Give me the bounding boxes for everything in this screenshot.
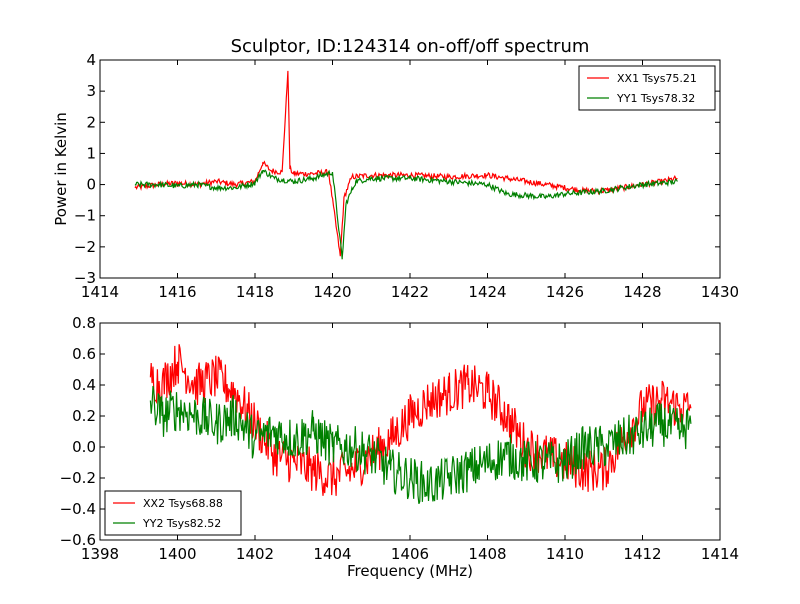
y-tick-label: 0.0 bbox=[72, 438, 96, 456]
x-tick-label: 1400 bbox=[158, 545, 196, 563]
y-tick-label: 4 bbox=[86, 51, 96, 69]
y-tick-label: 0.4 bbox=[72, 376, 96, 394]
x-tick-label: 1414 bbox=[701, 545, 739, 563]
x-tick-label: 1410 bbox=[546, 545, 584, 563]
x-tick-label: 1404 bbox=[313, 545, 351, 563]
bottom-panel: 1398 1400 1402 1404 1406 1408 1410 1412 1414 −0.6… bbox=[60, 314, 740, 580]
chart-title: Sculptor, ID:124314 on-off/off spectrum bbox=[231, 36, 590, 57]
legend: XX2 Tsys68.88 YY2 Tsys82.52 bbox=[104, 490, 242, 536]
y-axis-label: Power in Kelvin bbox=[52, 112, 70, 226]
x-tick-label: 1414 bbox=[81, 283, 119, 301]
x-axis-label: Frequency (MHz) bbox=[347, 562, 473, 580]
x-tick-label: 1406 bbox=[391, 545, 429, 563]
series-line-1 bbox=[149, 344, 692, 496]
series-group bbox=[134, 70, 678, 260]
x-tick-label: 1428 bbox=[623, 283, 661, 301]
legend-entry: YY1 Tsys78.32 bbox=[616, 92, 695, 105]
y-tick-label: 0 bbox=[86, 176, 96, 194]
legend-entry: XX2 Tsys68.88 bbox=[143, 497, 223, 510]
y-tick-label: 0.2 bbox=[72, 407, 96, 425]
x-tick-label: 1408 bbox=[468, 545, 506, 563]
x-tick-label: 1422 bbox=[391, 283, 429, 301]
y-tick-label: −2 bbox=[74, 238, 96, 256]
x-tick-label: 1420 bbox=[313, 283, 351, 301]
top-panel: 1414 1416 1418 1420 1422 1424 1426 1428 1430−3−2… bbox=[52, 51, 739, 301]
legend-box bbox=[578, 65, 716, 111]
legend-entry: XX1 Tsys75.21 bbox=[617, 72, 697, 85]
y-tick-label: 0.8 bbox=[72, 314, 96, 332]
x-tick-label: 1416 bbox=[158, 283, 196, 301]
y-tick-label: 0.6 bbox=[72, 345, 96, 363]
x-tick-label: 1418 bbox=[236, 283, 274, 301]
series-line-2 bbox=[134, 169, 678, 260]
x-tick-label: 1412 bbox=[623, 545, 661, 563]
y-tick-label: −1 bbox=[74, 207, 96, 225]
series-group bbox=[149, 344, 692, 505]
legend-box bbox=[104, 490, 242, 536]
y-tick-label: 2 bbox=[86, 113, 96, 131]
x-tick-label: 1402 bbox=[236, 545, 274, 563]
y-tick-label: −3 bbox=[74, 269, 96, 287]
x-tick-label: 1430 bbox=[701, 283, 739, 301]
y-tick-label: 1 bbox=[86, 144, 96, 162]
y-tick-label: −0.4 bbox=[60, 500, 96, 518]
y-tick-label: −0.6 bbox=[60, 531, 96, 549]
x-tick-label: 1398 bbox=[81, 545, 119, 563]
legend-entry: YY2 Tsys82.52 bbox=[142, 517, 221, 530]
y-tick-label: −0.2 bbox=[60, 469, 96, 487]
series-line-2 bbox=[149, 385, 692, 505]
x-tick-label: 1424 bbox=[468, 283, 506, 301]
y-tick-label: 3 bbox=[86, 82, 96, 100]
legend: XX1 Tsys75.21 YY1 Tsys78.32 bbox=[578, 65, 716, 111]
x-tick-label: 1426 bbox=[546, 283, 584, 301]
